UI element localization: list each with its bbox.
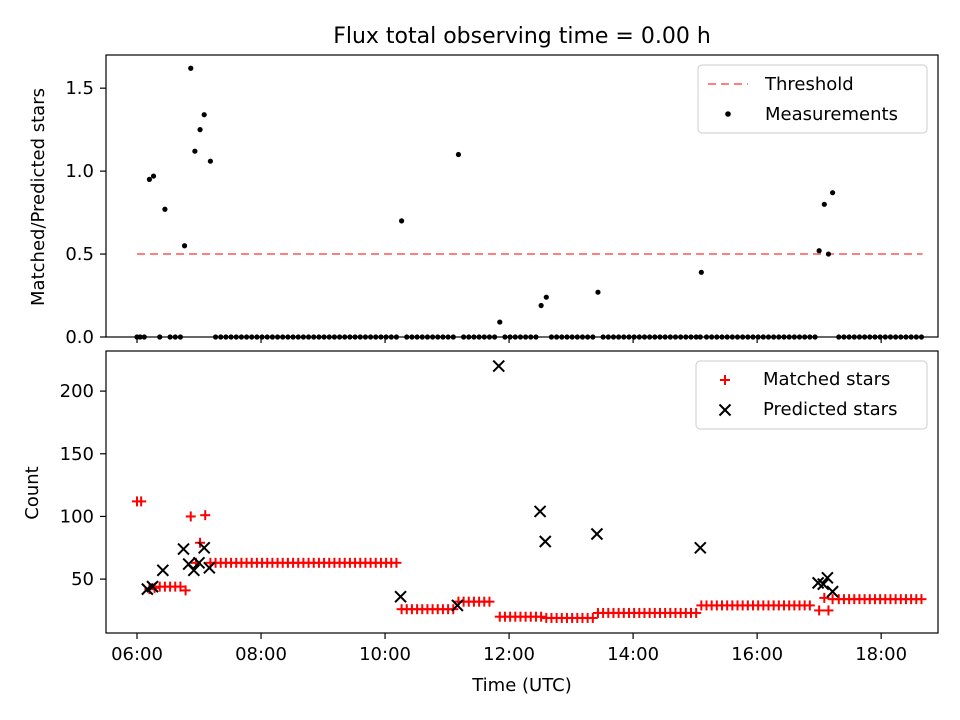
matched-star-point <box>814 605 825 616</box>
predicted-star-point <box>492 359 505 373</box>
predicted-star-point <box>694 541 707 554</box>
y-tick-label: 0.0 <box>65 327 94 348</box>
predicted-star-point <box>187 564 201 577</box>
top-x-ticks <box>136 337 882 343</box>
matched-star-point <box>587 612 598 623</box>
predicted-star-point <box>539 535 552 548</box>
x-tick-label: 14:00 <box>607 644 659 665</box>
matched-star-point <box>136 496 147 507</box>
measurement-point <box>816 248 822 254</box>
figure-title: Flux total observing time = 0.00 h <box>333 24 711 49</box>
y-tick-label: 100 <box>60 506 94 527</box>
predicted-star-point <box>177 542 190 556</box>
matched-star-point <box>484 596 495 607</box>
bottom-x-axis-label: Time (UTC) <box>471 675 572 696</box>
matched-star-point <box>200 510 211 521</box>
bottom-legend: Matched stars Predicted stars <box>695 360 928 430</box>
top-legend-measurements-label: Measurements <box>765 104 898 125</box>
matched-star-point <box>175 581 186 592</box>
measurement-point <box>829 190 836 196</box>
predicted-star-point <box>197 541 211 554</box>
measurement-point <box>162 206 168 212</box>
predicted-star-point <box>451 599 464 612</box>
measurement-point <box>825 251 832 257</box>
predicted-star-point <box>394 590 407 603</box>
measurement-point <box>192 148 198 154</box>
measurement-point <box>543 294 549 300</box>
predicted-star-point <box>146 580 159 593</box>
bottom-x-ticks: 06:00 08:00 10:00 12:00 14:00 16:00 18:00 <box>111 633 907 665</box>
top-legend-threshold-label: Threshold <box>764 74 854 95</box>
y-tick-label: 50 <box>71 569 94 590</box>
matched-legend-marker <box>720 375 730 385</box>
matched-star-point <box>804 600 815 611</box>
matched-star-point <box>819 592 830 603</box>
measurement-point <box>455 151 462 158</box>
matched-star-point <box>180 585 191 596</box>
measurement-point <box>188 65 194 71</box>
measurement-point <box>201 112 207 118</box>
predicted-star-point <box>817 577 830 591</box>
bottom-legend-box <box>695 360 928 430</box>
y-tick-label: 150 <box>60 444 94 465</box>
bottom-legend-predicted-label: Predicted stars <box>763 399 897 420</box>
measurement-point <box>538 302 544 309</box>
matched-star-point <box>691 607 702 618</box>
top-y-axis-label: Matched/Predicted stars <box>28 88 49 306</box>
y-tick-label: 0.5 <box>65 244 94 265</box>
bottom-legend-predicted-swatch <box>718 403 732 417</box>
predicted-legend-marker <box>718 403 732 417</box>
top-panel: 0.0 0.5 1.0 1.5 Matched/Predicted stars Thr… <box>28 54 939 348</box>
measurement-point <box>595 289 601 295</box>
x-tick-label: 08:00 <box>235 644 287 665</box>
matched-star-point <box>916 594 927 605</box>
matched-star-point <box>536 611 547 622</box>
measurement-point <box>146 176 153 183</box>
y-tick-label: 200 <box>60 381 94 402</box>
bottom-panel: 50 100 150 200 06:00 08:00 10:00 12:00 14:00 16:… <box>22 350 939 696</box>
bottom-y-ticks: 50 100 150 200 <box>60 381 106 590</box>
x-tick-label: 10:00 <box>359 644 411 665</box>
bottom-predicted-layer <box>141 359 839 612</box>
matched-star-point <box>823 605 834 616</box>
top-legend-box <box>697 64 928 134</box>
x-tick-label: 12:00 <box>483 644 535 665</box>
bottom-legend-matched-swatch <box>720 375 730 385</box>
predicted-star-point <box>826 585 839 598</box>
measurement-point <box>698 269 704 275</box>
predicted-star-point <box>590 527 604 541</box>
top-plot-frame <box>105 54 939 338</box>
y-tick-label: 1.0 <box>65 161 94 182</box>
measurement-point <box>497 319 503 325</box>
measurement-point <box>398 218 405 224</box>
measurement-point <box>197 127 203 133</box>
x-tick-label: 06:00 <box>111 644 163 665</box>
predicted-star-point <box>203 561 216 575</box>
measurement-point <box>207 158 213 164</box>
top-legend-measurements-swatch <box>725 111 731 117</box>
matched-star-point <box>391 557 402 568</box>
bottom-legend-matched-label: Matched stars <box>763 369 890 390</box>
x-tick-label: 18:00 <box>855 644 907 665</box>
measurement-point <box>181 243 188 249</box>
predicted-star-point <box>192 556 206 570</box>
top-y-ticks: 0.0 0.5 1.0 1.5 <box>65 78 106 348</box>
bottom-plot-frame <box>105 350 939 634</box>
matched-star-point <box>185 511 196 522</box>
predicted-star-point <box>821 571 834 585</box>
measurement-point <box>150 173 157 179</box>
bottom-y-axis-label: Count <box>22 466 43 519</box>
top-legend: Threshold Measurements <box>697 64 928 134</box>
y-tick-label: 1.5 <box>65 78 94 99</box>
predicted-star-point <box>533 505 547 518</box>
x-tick-label: 16:00 <box>731 644 783 665</box>
predicted-star-point <box>156 564 170 577</box>
measurement-point <box>821 201 827 207</box>
